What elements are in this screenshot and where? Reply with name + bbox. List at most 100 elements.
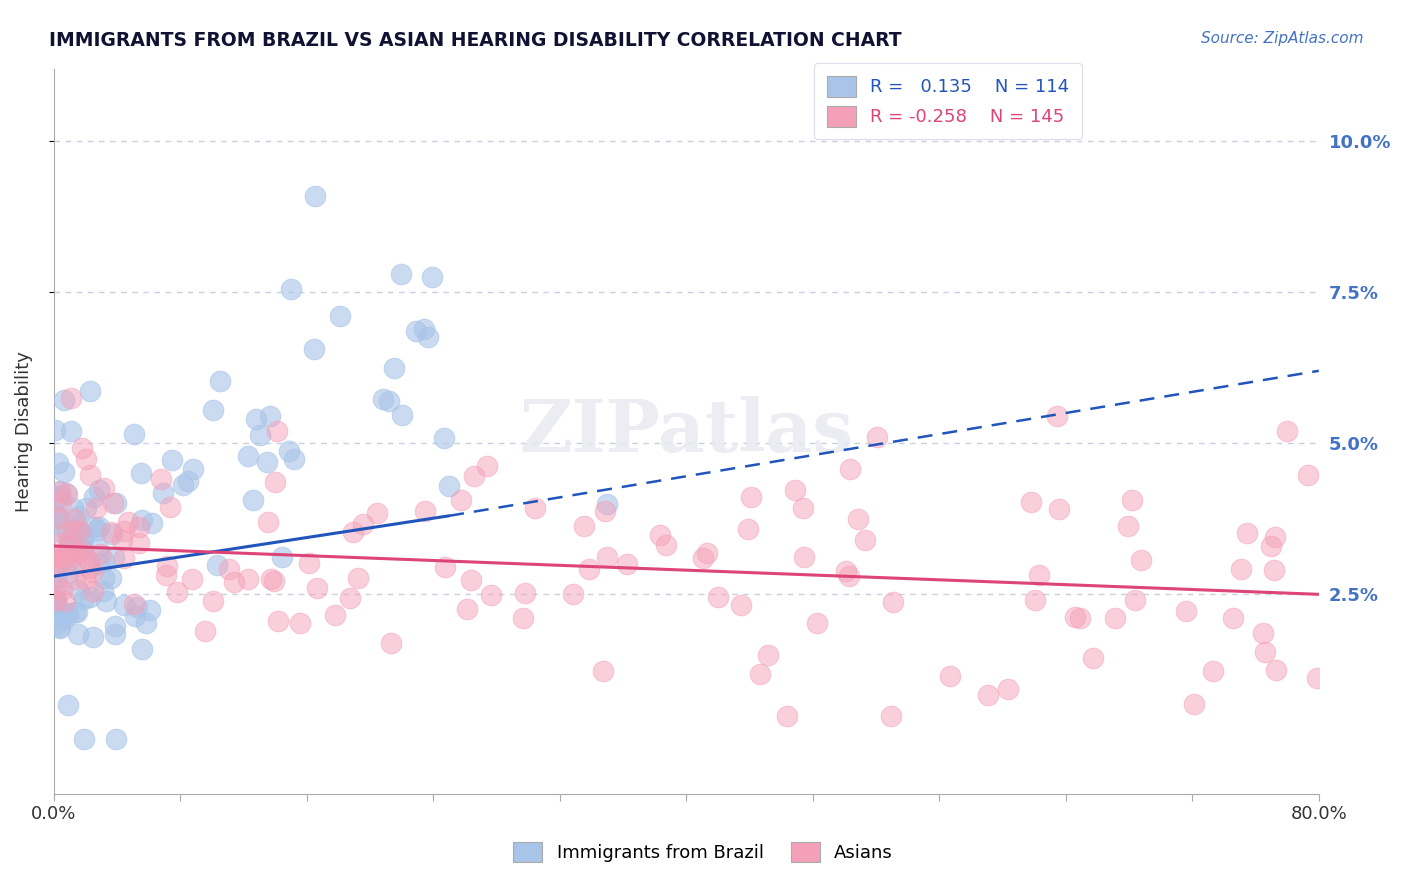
Point	[46, 565, 69, 579]
Point	[104, 618, 127, 632]
Point	[257, 515, 280, 529]
Point	[111, 533, 134, 547]
Point	[49, 484, 72, 499]
Text: ZIPatlas: ZIPatlas	[519, 396, 853, 467]
Point	[256, 455, 278, 469]
Point	[650, 528, 672, 542]
Point	[93, 481, 115, 495]
Point	[339, 591, 361, 605]
Point	[49, 490, 72, 504]
Point	[266, 425, 288, 439]
Point	[1047, 501, 1070, 516]
Point	[73, 529, 96, 543]
Point	[236, 572, 259, 586]
Point	[1021, 494, 1043, 508]
Point	[105, 496, 128, 510]
Point	[696, 546, 718, 560]
Point	[117, 515, 139, 529]
Point	[572, 519, 595, 533]
Point	[655, 538, 678, 552]
Point	[67, 627, 90, 641]
Point	[52, 612, 75, 626]
Point	[405, 324, 427, 338]
Point	[59, 391, 82, 405]
Point	[853, 533, 876, 547]
Point	[52, 465, 75, 479]
Point	[124, 597, 146, 611]
Point	[692, 551, 714, 566]
Point	[737, 522, 759, 536]
Point	[79, 590, 101, 604]
Point	[730, 598, 752, 612]
Point	[288, 615, 311, 630]
Point	[1260, 539, 1282, 553]
Point	[783, 483, 806, 497]
Point	[1024, 592, 1046, 607]
Point	[62, 525, 84, 540]
Point	[1129, 553, 1152, 567]
Point	[172, 478, 194, 492]
Point	[218, 562, 240, 576]
Point	[997, 682, 1019, 697]
Point	[56, 607, 79, 621]
Point	[463, 468, 485, 483]
Point	[578, 562, 600, 576]
Point	[56, 553, 79, 567]
Point	[49, 494, 72, 508]
Point	[69, 540, 91, 554]
Point	[880, 708, 903, 723]
Point	[263, 574, 285, 588]
Point	[59, 540, 82, 554]
Point	[846, 512, 869, 526]
Point	[58, 533, 80, 548]
Point	[592, 664, 614, 678]
Point	[73, 592, 96, 607]
Point	[72, 531, 94, 545]
Point	[305, 581, 328, 595]
Point	[75, 572, 97, 586]
Legend: Immigrants from Brazil, Asians: Immigrants from Brazil, Asians	[506, 834, 900, 870]
Point	[44, 550, 66, 565]
Point	[112, 598, 135, 612]
Point	[48, 537, 70, 551]
Point	[325, 607, 347, 622]
Point	[56, 566, 79, 581]
Point	[129, 466, 152, 480]
Point	[84, 500, 107, 515]
Point	[44, 423, 66, 437]
Point	[596, 497, 619, 511]
Point	[433, 431, 456, 445]
Point	[224, 575, 246, 590]
Point	[56, 607, 79, 622]
Point	[44, 595, 66, 609]
Point	[87, 558, 110, 572]
Point	[413, 321, 436, 335]
Point	[562, 586, 585, 600]
Point	[46, 456, 69, 470]
Point	[44, 594, 66, 608]
Point	[65, 544, 87, 558]
Point	[839, 462, 862, 476]
Point	[420, 270, 443, 285]
Point	[371, 392, 394, 406]
Point	[93, 571, 115, 585]
Point	[380, 636, 402, 650]
Point	[72, 541, 94, 555]
Point	[48, 511, 70, 525]
Point	[437, 478, 460, 492]
Point	[77, 554, 100, 568]
Point	[53, 594, 76, 608]
Point	[1175, 604, 1198, 618]
Point	[456, 602, 478, 616]
Point	[45, 584, 67, 599]
Point	[59, 424, 82, 438]
Point	[512, 610, 534, 624]
Point	[263, 475, 285, 490]
Point	[434, 560, 457, 574]
Point	[52, 392, 75, 407]
Point	[835, 564, 858, 578]
Point	[938, 669, 960, 683]
Point	[596, 550, 619, 565]
Point	[342, 524, 364, 539]
Point	[44, 558, 66, 572]
